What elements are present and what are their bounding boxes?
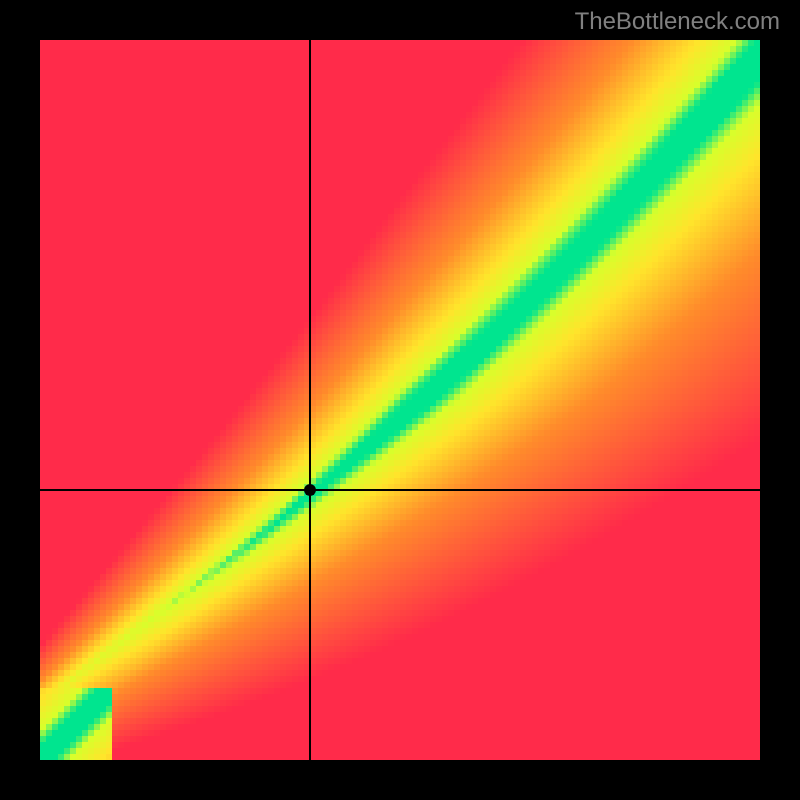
heatmap-canvas — [40, 40, 760, 760]
chart-container: TheBottleneck.com — [0, 0, 800, 800]
plot-area — [40, 40, 760, 760]
watermark-text: TheBottleneck.com — [575, 8, 780, 36]
